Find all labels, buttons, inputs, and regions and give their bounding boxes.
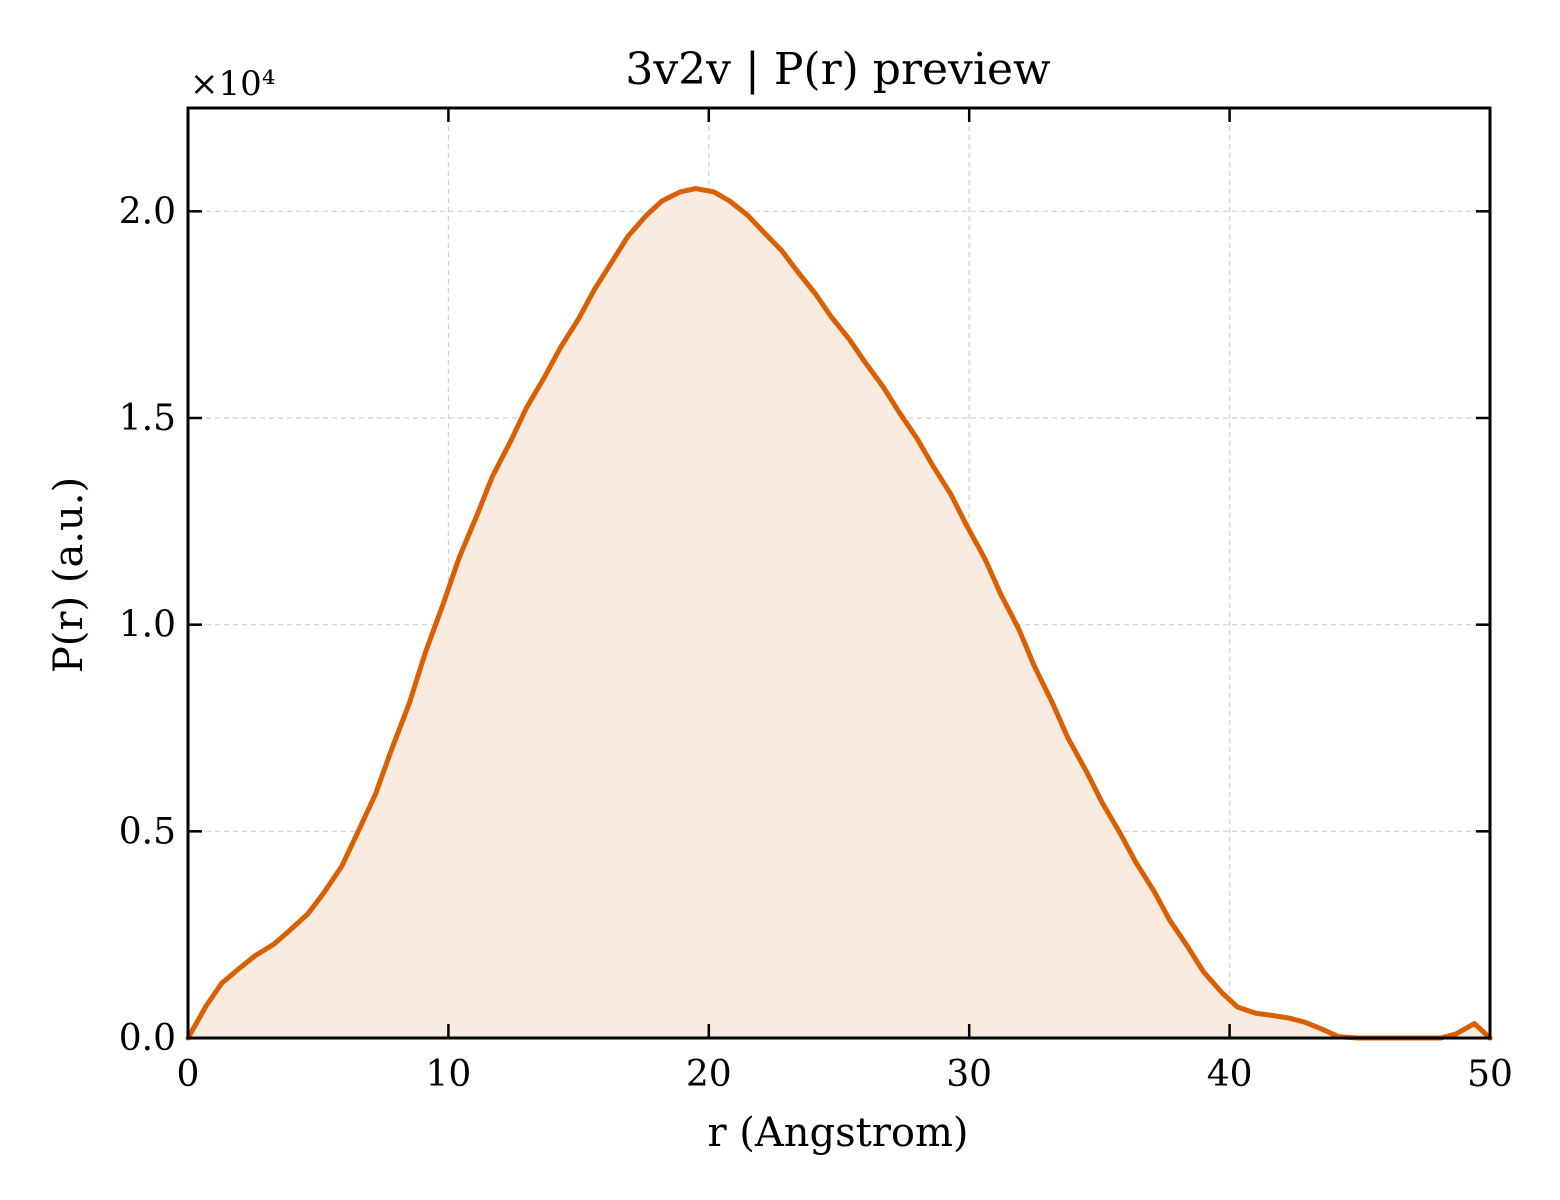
y-tick-label-2: 1.0: [119, 605, 176, 646]
x-tick-label-3: 30: [946, 1054, 992, 1095]
x-tick-label-2: 20: [686, 1054, 732, 1095]
x-axis-label: r (Angstrom): [707, 1110, 968, 1156]
y-tick-label-4: 2.0: [119, 191, 176, 232]
x-tick-label-4: 40: [1207, 1054, 1253, 1095]
axis-ticks: 0 10 20 30 40 50 0.0 0.5 1.0 1.5 2.0: [119, 108, 1513, 1095]
y-tick-label-0: 0.0: [119, 1018, 176, 1059]
y-axis-label: P(r) (a.u.): [46, 477, 92, 673]
x-tick-label-1: 10: [425, 1054, 471, 1095]
y-axis-multiplier: ×10⁴: [190, 64, 275, 104]
x-tick-label-0: 0: [177, 1054, 200, 1095]
pr-area-fill: [188, 188, 1490, 1039]
plot-frame: [186, 106, 1492, 1040]
y-tick-label-3: 1.5: [119, 398, 176, 439]
chart-title: 3v2v | P(r) preview: [625, 44, 1051, 95]
y-tick-label-1: 0.5: [119, 811, 176, 852]
pr-series-line: [185, 186, 1493, 1041]
x-tick-label-5: 50: [1467, 1054, 1513, 1095]
